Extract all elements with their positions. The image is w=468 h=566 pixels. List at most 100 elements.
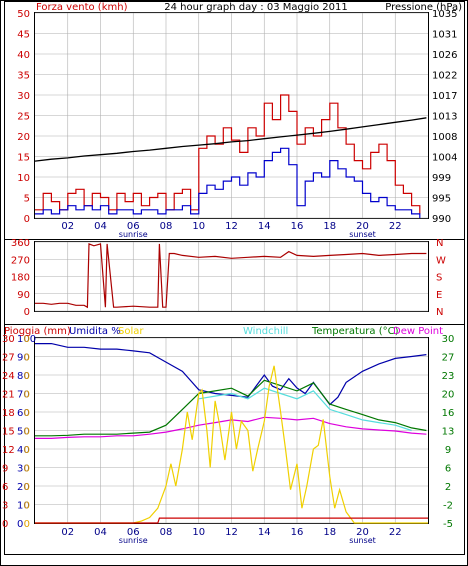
solar-tick-label: 0 <box>24 482 30 493</box>
compass-label: E <box>436 290 442 301</box>
x-tick-label: 14 <box>258 527 271 538</box>
x-tick-label: 02 <box>61 221 74 232</box>
y-tick-label: 15 <box>17 153 30 164</box>
x-tick-label: 22 <box>389 221 402 232</box>
x-sublabel-sunset: sunset <box>349 536 376 545</box>
temperature-tick-label: 30 <box>442 334 455 345</box>
solar-tick-label: 0 <box>24 371 30 382</box>
y2-tick-label: 1035 <box>432 9 457 20</box>
humidity-tick-label: 80 <box>17 371 30 382</box>
y-tick-label: 20 <box>17 132 30 143</box>
solar-tick-label: 0 <box>24 519 30 530</box>
header-dew-point: Dew Point <box>393 326 443 337</box>
y-tick-label: 30 <box>17 91 30 102</box>
rain-tick-label: 15 <box>2 427 15 438</box>
y2-tick-label: 1017 <box>432 91 457 102</box>
compass-label: N <box>436 307 443 318</box>
humidity-x-axis: 02 04 06 08 10 12 14 16 18 20 22 sunrise sunset <box>61 527 401 545</box>
y-tick-label: 35 <box>17 71 30 82</box>
temperature-tick-label: 6 <box>445 464 451 475</box>
wind-y-axis: 0 5 10 15 20 25 30 35 40 45 50 <box>17 9 30 225</box>
pressure-y-axis: 990 995 999 1004 1008 1013 1017 1022 1026 1031 103… <box>432 9 457 225</box>
y2-tick-label: 1031 <box>432 30 457 41</box>
x-tick-label: 20 <box>356 221 369 232</box>
rain-tick-label: 21 <box>2 390 15 401</box>
x-tick-label: 16 <box>291 527 304 538</box>
y2-tick-label: 1013 <box>432 112 457 123</box>
solar-tick-label: 0 <box>24 464 30 475</box>
solar-tick-label: 0 <box>24 427 30 438</box>
pressure-axis-title: Pressione (hPa) <box>385 2 462 13</box>
humidity-header: Pioggia (mm)Umidita %Solar Windchill Tempe… <box>4 326 443 337</box>
y-tick-label: 50 <box>17 9 30 20</box>
x-sublabel-sunrise: sunrise <box>119 230 148 239</box>
series-umidita <box>35 343 427 406</box>
rain-tick-label: 0 <box>2 519 8 530</box>
rain-tick-label: 18 <box>2 408 15 419</box>
series-raffica-kmh <box>35 147 421 218</box>
y-tick-label: 0 <box>24 214 30 225</box>
rain-tick-label: 6 <box>2 482 8 493</box>
x-tick-label: 12 <box>225 221 238 232</box>
temperature-tick-label: 20 <box>442 390 455 401</box>
x-tick-label: 08 <box>160 527 173 538</box>
solar-tick-label: 0 <box>24 501 30 512</box>
y2-tick-label: 995 <box>432 194 451 205</box>
x-tick-label: 12 <box>225 527 238 538</box>
x-sublabel-sunrise: sunrise <box>119 536 148 545</box>
humidity-tick-label: 20 <box>17 482 30 493</box>
humidity-tick-label: 10 <box>17 501 30 512</box>
x-sublabel-sunset: sunset <box>349 230 376 239</box>
series-forza-vento-kmh <box>35 94 421 214</box>
header-windchill: Windchill <box>243 326 288 337</box>
series-temperatura-c <box>35 379 427 437</box>
x-tick-label: 06 <box>127 527 140 538</box>
humidity-tick-label: 50 <box>17 427 30 438</box>
rain-tick-label: 9 <box>2 464 8 475</box>
temperature-tick-label: 16 <box>442 408 455 419</box>
y-tick-label: 5 <box>24 194 30 205</box>
y-tick-label: 40 <box>17 50 30 61</box>
temperature-tick-label: 27 <box>442 353 455 364</box>
direction-series <box>35 243 427 309</box>
header-umidita: Umidita % <box>69 326 121 337</box>
x-tick-label: 22 <box>389 527 402 538</box>
series-dew-point <box>35 416 427 439</box>
x-tick-label: 10 <box>192 527 205 538</box>
series-windchill <box>198 387 412 432</box>
solar-tick-label: 0 <box>24 408 30 419</box>
direction-y-axis: 0 90 180 270 360 <box>11 238 30 318</box>
y-tick-label: 180 <box>11 273 30 284</box>
series-direzione <box>35 243 427 309</box>
humidity-tick-label: 60 <box>17 408 30 419</box>
x-tick-label: 02 <box>61 527 74 538</box>
humidity-tick-label: 0 <box>17 519 23 530</box>
rain-tick-label: 3 <box>2 501 8 512</box>
y-tick-label: 25 <box>17 112 30 123</box>
humidity-series <box>35 343 428 524</box>
rain-tick-label: 30 <box>2 334 15 345</box>
y2-tick-label: 1004 <box>432 153 457 164</box>
y-tick-label: 10 <box>17 173 30 184</box>
series-pressione-hpa <box>34 117 427 162</box>
temperature-tick-label: 13 <box>442 427 455 438</box>
rain-tick-label: 24 <box>2 371 15 382</box>
wind-x-axis: 02 04 06 08 10 12 14 16 18 20 22 sunrise sunset <box>61 221 401 239</box>
y2-tick-label: 1008 <box>432 132 457 143</box>
y-tick-label: 270 <box>11 255 30 266</box>
x-tick-label: 16 <box>291 221 304 232</box>
humidity-tick-label: 70 <box>17 390 30 401</box>
y-tick-label: 90 <box>17 290 30 301</box>
solar-tick-label: 0 <box>24 390 30 401</box>
y-tick-label: 0 <box>24 307 30 318</box>
x-tick-label: 04 <box>94 527 107 538</box>
y2-tick-label: 999 <box>432 173 451 184</box>
y-tick-label: 45 <box>17 30 30 41</box>
y2-tick-label: 990 <box>432 214 451 225</box>
x-tick-label: 04 <box>94 221 107 232</box>
header-solar: Solar <box>118 326 144 337</box>
temperature-tick-label: -5 <box>443 519 453 530</box>
